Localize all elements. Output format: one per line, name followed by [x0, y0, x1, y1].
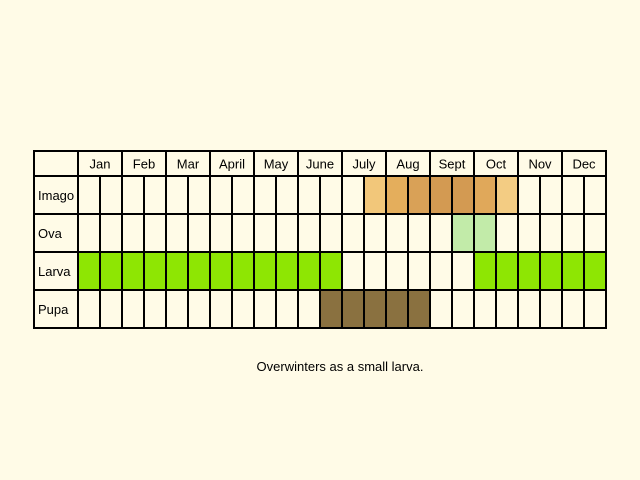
month-label: Aug [396, 157, 419, 172]
month-label: Sept [439, 157, 466, 172]
imago-period [474, 176, 496, 214]
stage-label: Larva [38, 264, 71, 279]
stage-label: Imago [38, 188, 74, 203]
month-label: May [264, 157, 289, 172]
month-label: Dec [572, 157, 596, 172]
month-label: July [352, 157, 376, 172]
month-label: Nov [528, 157, 552, 172]
imago-period [496, 176, 518, 214]
stage-label: Pupa [38, 302, 69, 317]
month-label: Mar [177, 157, 200, 172]
imago-period [386, 176, 408, 214]
month-label: Oct [486, 157, 507, 172]
month-label: June [306, 157, 334, 172]
month-label: Feb [133, 157, 155, 172]
caption: Overwinters as a small larva. [256, 359, 424, 374]
stage-label: Ova [38, 226, 63, 241]
month-label: Jan [90, 157, 111, 172]
imago-period [364, 176, 386, 214]
imago-period [408, 176, 430, 214]
month-label: April [219, 157, 245, 172]
pupa-period [320, 290, 430, 328]
